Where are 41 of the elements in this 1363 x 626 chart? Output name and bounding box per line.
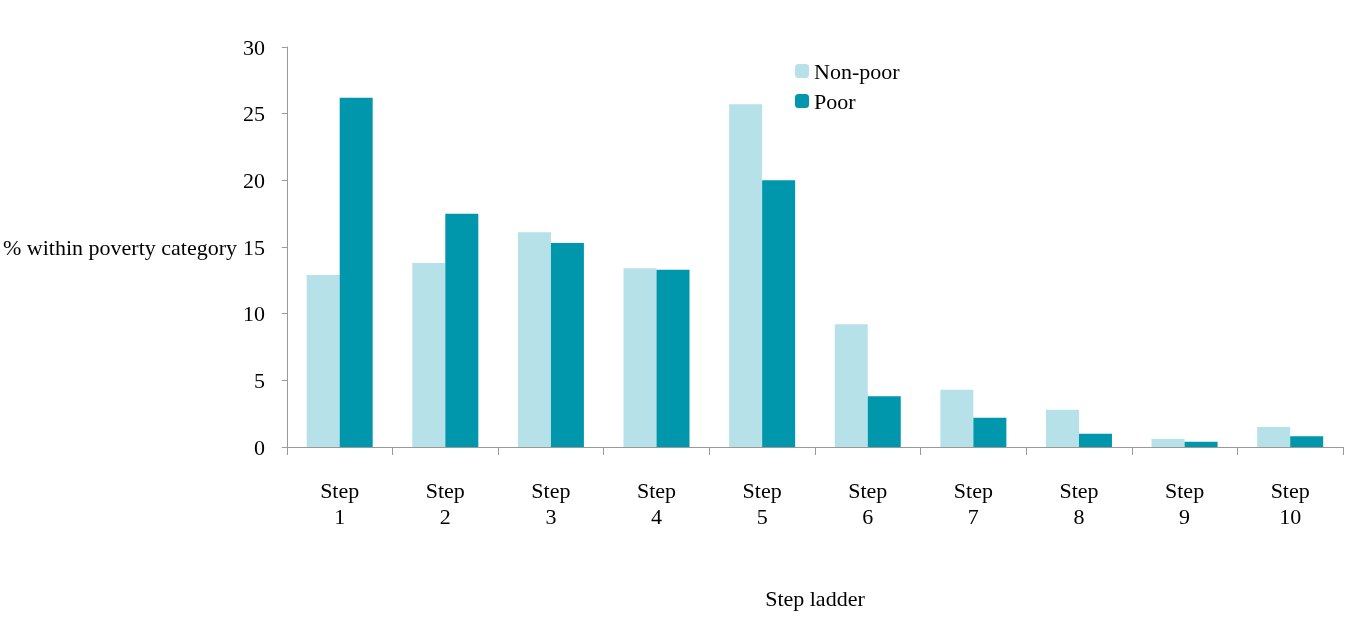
legend-label: Poor [814, 88, 857, 114]
bar [550, 243, 584, 447]
x-tick-label: Step 10 [1270, 477, 1310, 529]
x-tick-label: Step 4 [636, 477, 677, 529]
x-tick-label: Step 6 [848, 477, 888, 529]
bar [517, 232, 551, 447]
y-tick-label: 25 [242, 101, 265, 127]
x-tick-label: Step 8 [1059, 477, 1099, 529]
x-tick-label: Step 2 [425, 477, 465, 529]
bar [1151, 439, 1185, 447]
bar [306, 275, 340, 447]
y-axis-title: % within poverty category [3, 234, 237, 260]
y-tick-label: 20 [242, 167, 265, 193]
x-tick-label: Step 5 [742, 477, 782, 529]
y-tick-label: 0 [253, 434, 265, 460]
bar [973, 417, 1007, 447]
bar [656, 269, 690, 447]
bar [729, 104, 763, 447]
x-tick-label: Step 7 [953, 477, 993, 529]
bar [412, 263, 446, 447]
bar [339, 97, 373, 447]
bar [1290, 436, 1324, 447]
bar [445, 213, 479, 447]
x-tick-label: Step 9 [1165, 477, 1205, 529]
bar [762, 180, 796, 447]
bar [1184, 441, 1218, 447]
bar [867, 396, 901, 447]
x-axis-title: Step ladder [765, 585, 866, 611]
y-tick-label: 30 [242, 34, 265, 60]
bar [940, 389, 974, 447]
y-tick-label: 15 [242, 234, 265, 260]
y-tick-label: 10 [242, 301, 265, 327]
bar [623, 268, 657, 447]
bar [1257, 427, 1291, 447]
legend-label: Non-poor [814, 58, 901, 84]
bar [1078, 433, 1112, 447]
x-tick-label: Step 3 [531, 477, 571, 529]
bar [834, 324, 868, 447]
x-tick-label: Step 1 [320, 477, 360, 529]
y-tick-label: 5 [253, 367, 265, 393]
bar [1045, 409, 1079, 447]
